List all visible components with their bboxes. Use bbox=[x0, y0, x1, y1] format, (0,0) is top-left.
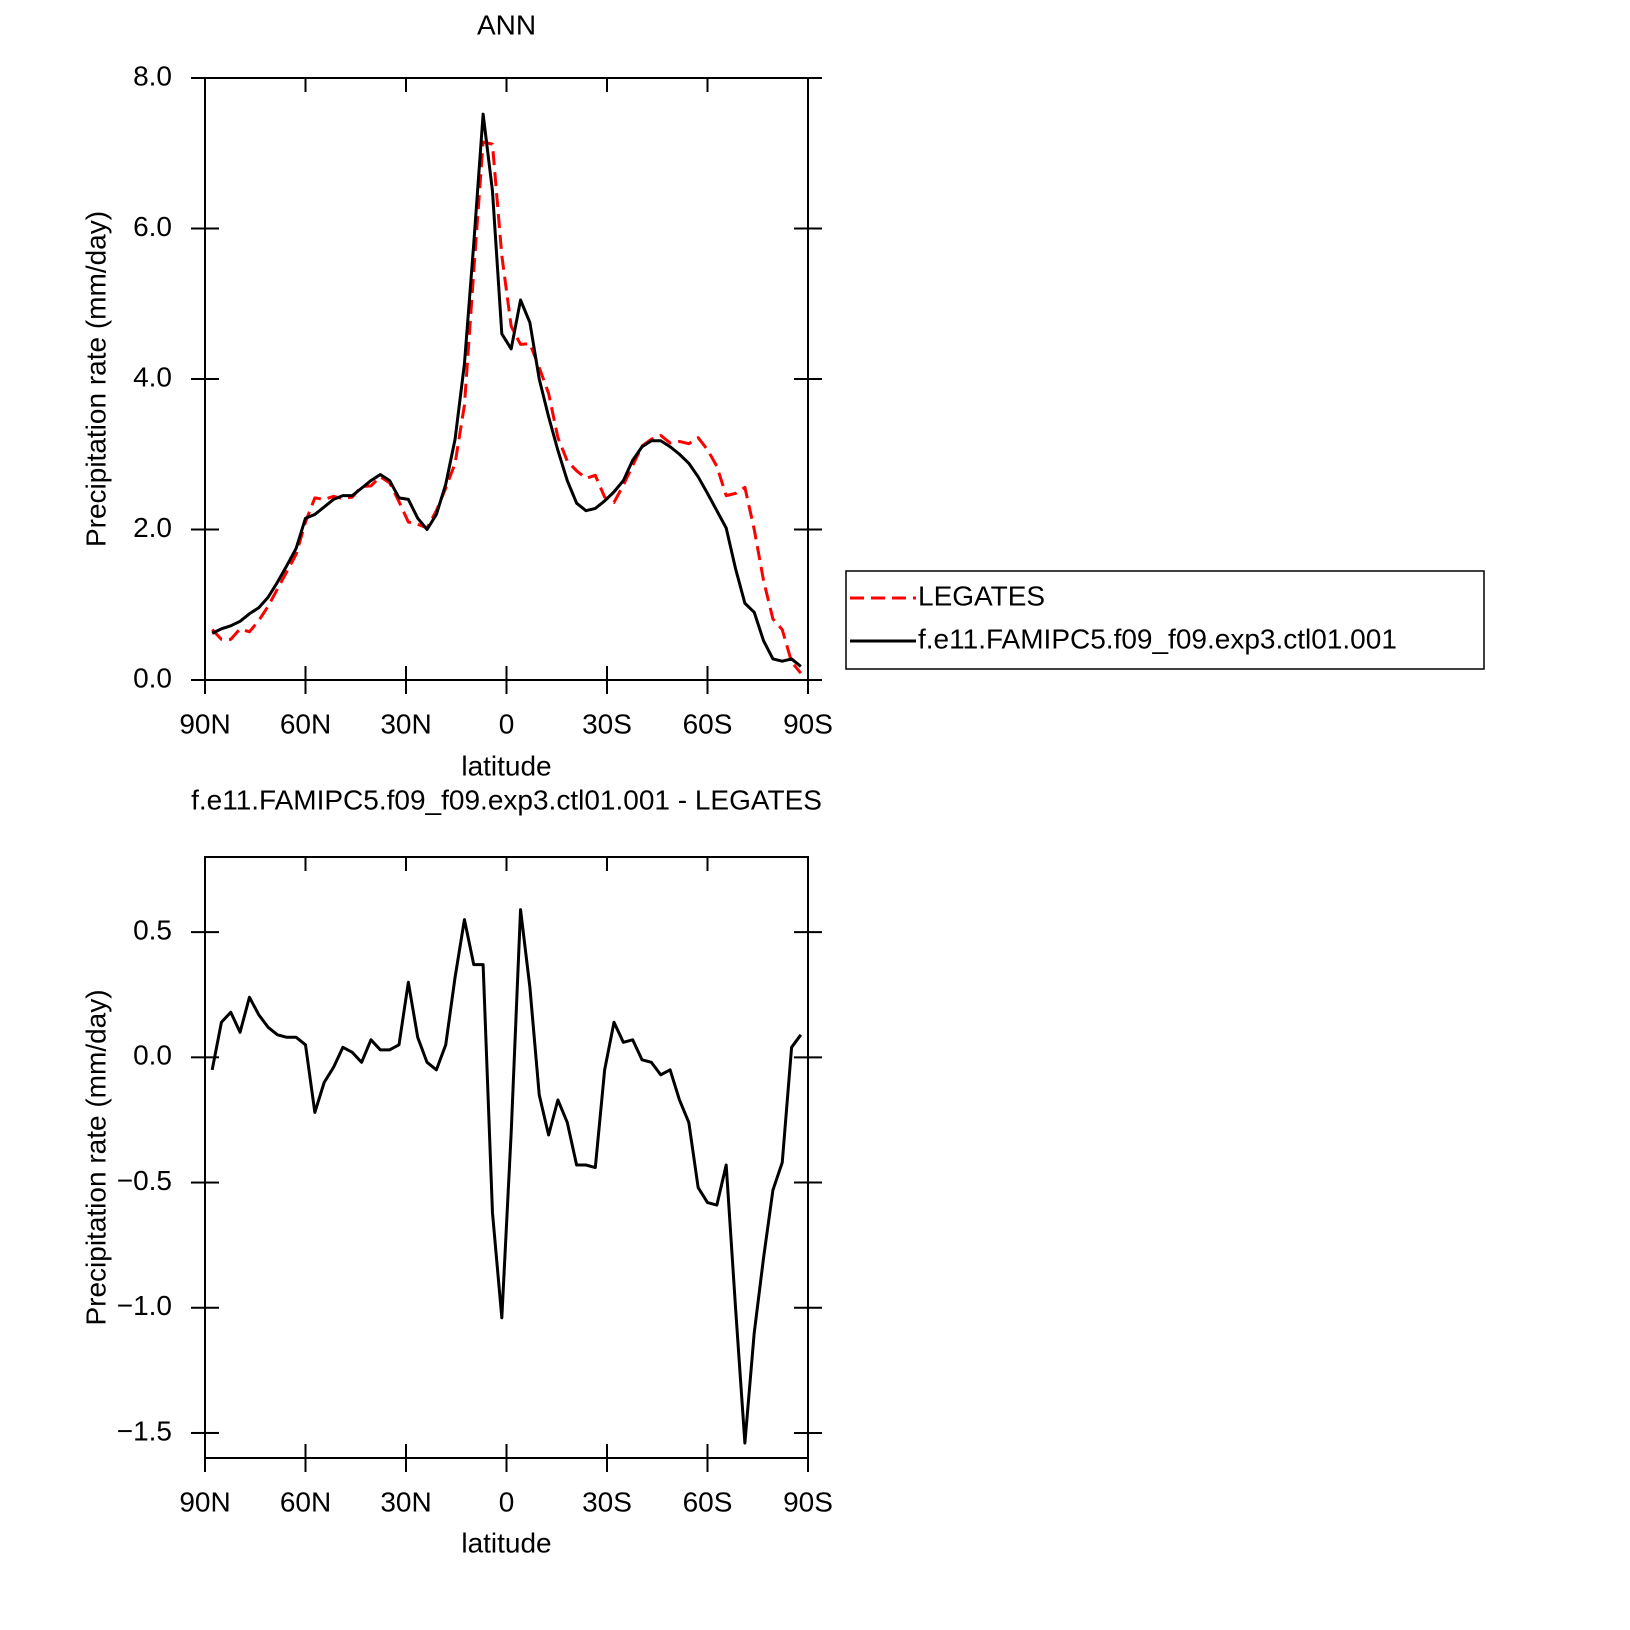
x-tick-label: 90N bbox=[179, 708, 230, 739]
y-tick-label: −0.5 bbox=[117, 1165, 172, 1196]
y-tick-label: −1.5 bbox=[117, 1415, 172, 1446]
x-tick-label: 30N bbox=[380, 708, 431, 739]
x-tick-label: 90S bbox=[783, 1486, 833, 1517]
y-tick-label: 4.0 bbox=[133, 361, 172, 392]
data-line bbox=[211, 112, 802, 668]
x-tick-label: 30S bbox=[582, 708, 632, 739]
chart-title: f.e11.FAMIPC5.f09_f09.exp3.ctl01.001 - L… bbox=[191, 784, 822, 815]
x-tick-label: 90N bbox=[179, 1486, 230, 1517]
legend-label: LEGATES bbox=[918, 580, 1045, 611]
y-tick-label: 0.0 bbox=[133, 1040, 172, 1071]
y-tick-label: 8.0 bbox=[133, 60, 172, 91]
x-tick-label: 60S bbox=[683, 1486, 733, 1517]
y-tick-label: 0.0 bbox=[133, 662, 172, 693]
legend-box bbox=[845, 570, 1485, 670]
y-axis-label: Precipitation rate (mm/day) bbox=[80, 989, 111, 1325]
x-tick-label: 60N bbox=[280, 1486, 331, 1517]
x-tick-label: 30N bbox=[380, 1486, 431, 1517]
legend-label: f.e11.FAMIPC5.f09_f09.exp3.ctl01.001 bbox=[918, 623, 1397, 654]
y-tick-label: 6.0 bbox=[133, 211, 172, 242]
x-tick-label: 90S bbox=[783, 708, 833, 739]
plot-frame bbox=[204, 77, 809, 681]
x-axis-label: latitude bbox=[461, 750, 551, 781]
chart-title: ANN bbox=[477, 9, 536, 40]
x-tick-label: 0 bbox=[499, 708, 515, 739]
x-tick-label: 60N bbox=[280, 708, 331, 739]
data-line bbox=[210, 908, 803, 1445]
data-line bbox=[211, 140, 802, 675]
x-axis-label: latitude bbox=[461, 1527, 551, 1558]
y-axis-label: Precipitation rate (mm/day) bbox=[80, 211, 111, 547]
x-tick-label: 60S bbox=[683, 708, 733, 739]
x-tick-label: 0 bbox=[499, 1486, 515, 1517]
y-tick-label: 2.0 bbox=[133, 512, 172, 543]
plot-frame bbox=[204, 856, 809, 1459]
y-tick-label: 0.5 bbox=[133, 915, 172, 946]
y-tick-label: −1.0 bbox=[117, 1290, 172, 1321]
x-tick-label: 30S bbox=[582, 1486, 632, 1517]
